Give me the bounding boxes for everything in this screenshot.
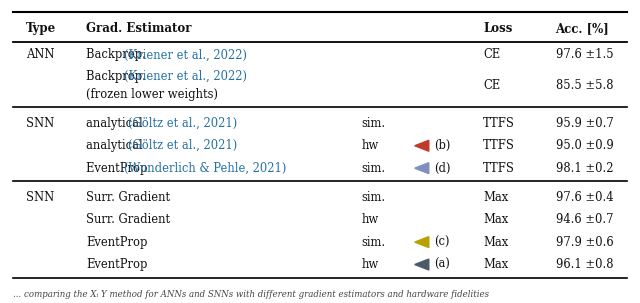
Text: sim.: sim.	[362, 236, 386, 248]
Text: Max: Max	[483, 191, 508, 204]
Text: Max: Max	[483, 236, 508, 248]
Text: hw: hw	[362, 213, 379, 226]
Text: SNN: SNN	[26, 191, 54, 204]
Polygon shape	[415, 140, 429, 151]
Text: TTFS: TTFS	[483, 139, 515, 152]
Text: 97.6 ±1.5: 97.6 ±1.5	[556, 48, 613, 61]
Text: 98.1 ±0.2: 98.1 ±0.2	[556, 162, 613, 175]
Text: Surr. Gradient: Surr. Gradient	[86, 213, 170, 226]
Text: hw: hw	[362, 258, 379, 271]
Text: (Kriener et al., 2022): (Kriener et al., 2022)	[124, 70, 247, 83]
Text: SNN: SNN	[26, 117, 54, 130]
Polygon shape	[415, 163, 429, 174]
Text: (Göltz et al., 2021): (Göltz et al., 2021)	[128, 117, 237, 130]
Text: (c): (c)	[434, 236, 449, 248]
Text: TTFS: TTFS	[483, 117, 515, 130]
Text: Max: Max	[483, 213, 508, 226]
Text: Backprop.: Backprop.	[86, 48, 150, 61]
Text: Loss: Loss	[483, 22, 513, 35]
Text: 96.1 ±0.8: 96.1 ±0.8	[556, 258, 613, 271]
Text: (d): (d)	[434, 162, 451, 175]
Text: TTFS: TTFS	[483, 162, 515, 175]
Text: EventProp: EventProp	[86, 258, 148, 271]
Text: (frozen lower weights): (frozen lower weights)	[86, 88, 218, 101]
Text: CE: CE	[483, 48, 500, 61]
Text: sim.: sim.	[362, 191, 386, 204]
Text: EventProp: EventProp	[86, 236, 148, 248]
Text: (Kriener et al., 2022): (Kriener et al., 2022)	[124, 48, 247, 61]
Text: sim.: sim.	[362, 117, 386, 130]
Text: 97.6 ±0.4: 97.6 ±0.4	[556, 191, 613, 204]
Text: (Göltz et al., 2021): (Göltz et al., 2021)	[128, 139, 237, 152]
Text: sim.: sim.	[362, 162, 386, 175]
Polygon shape	[415, 259, 429, 270]
Text: Max: Max	[483, 258, 508, 271]
Text: EventProp: EventProp	[86, 162, 152, 175]
Text: 95.9 ±0.7: 95.9 ±0.7	[556, 117, 613, 130]
Text: 97.9 ±0.6: 97.9 ±0.6	[556, 236, 613, 248]
Text: ANN: ANN	[26, 48, 54, 61]
Text: Backprop.: Backprop.	[86, 70, 150, 83]
Text: analytical: analytical	[86, 139, 147, 152]
Polygon shape	[415, 237, 429, 248]
Text: (b): (b)	[434, 139, 451, 152]
Text: 94.6 ±0.7: 94.6 ±0.7	[556, 213, 613, 226]
Text: hw: hw	[362, 139, 379, 152]
Text: Acc. [%]: Acc. [%]	[556, 22, 609, 35]
Text: 95.0 ±0.9: 95.0 ±0.9	[556, 139, 613, 152]
Text: CE: CE	[483, 79, 500, 92]
Text: (Wunderlich & Pehle, 2021): (Wunderlich & Pehle, 2021)	[124, 162, 287, 175]
Text: ... comparing the Xᵢ Y method for ANNs and SNNs with different gradient estimato: ... comparing the Xᵢ Y method for ANNs a…	[13, 290, 489, 299]
Text: Grad. Estimator: Grad. Estimator	[86, 22, 192, 35]
Text: Type: Type	[26, 22, 56, 35]
Text: analytical: analytical	[86, 117, 147, 130]
Text: (a): (a)	[434, 258, 450, 271]
Text: 85.5 ±5.8: 85.5 ±5.8	[556, 79, 613, 92]
Text: Surr. Gradient: Surr. Gradient	[86, 191, 170, 204]
